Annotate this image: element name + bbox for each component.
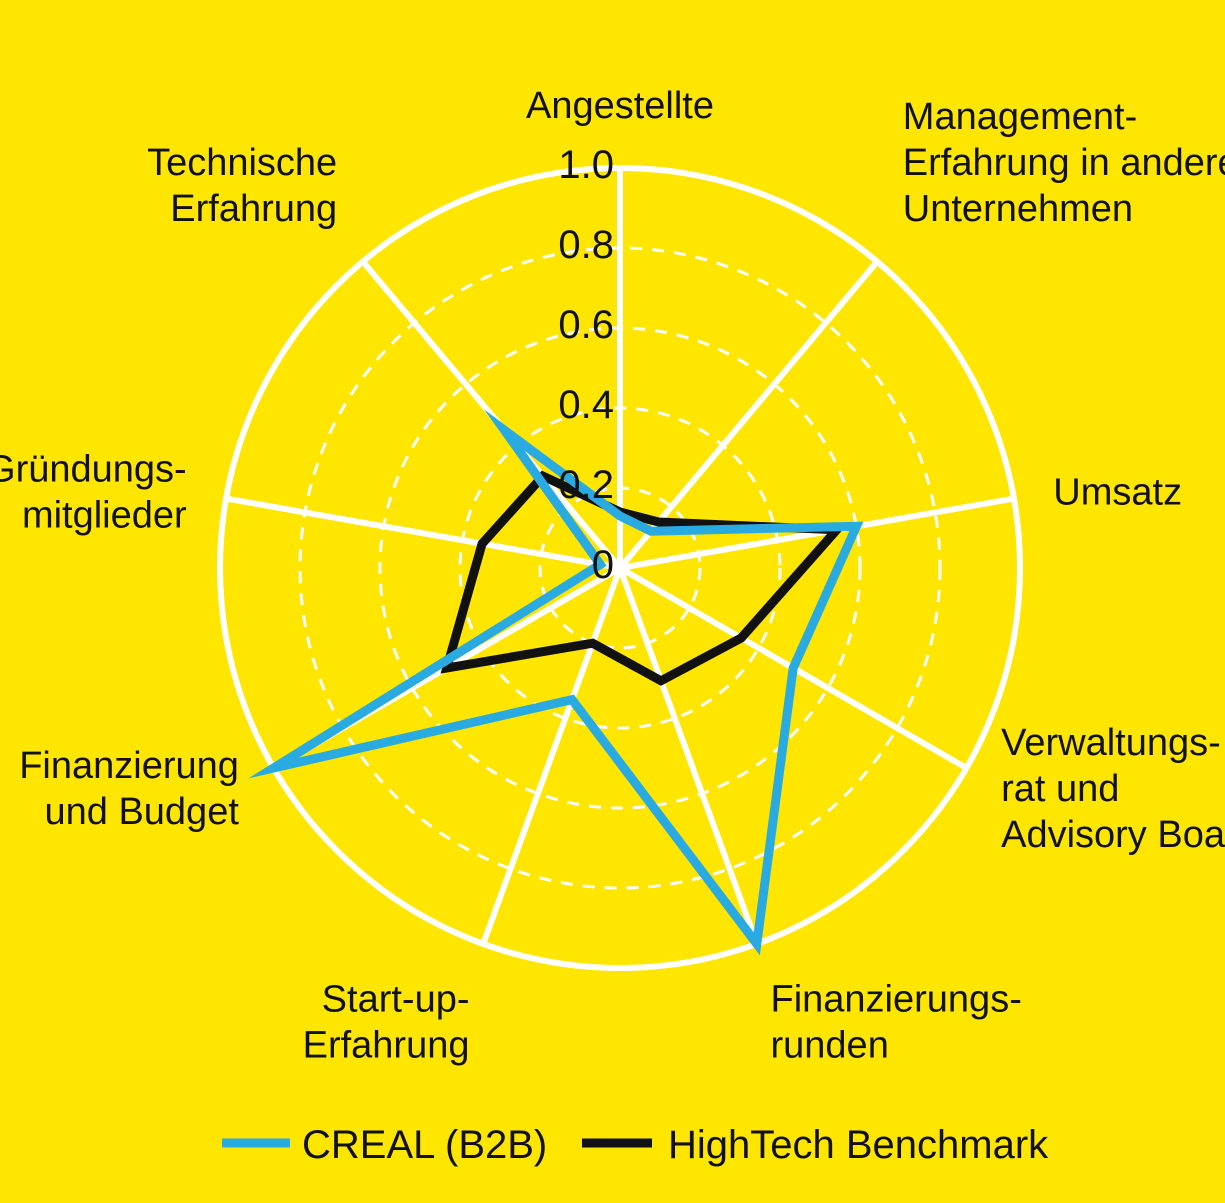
tick-label: 0.6 bbox=[558, 303, 614, 347]
tick-label: 0 bbox=[592, 543, 614, 587]
axis-label-line: Umsatz bbox=[1053, 472, 1182, 514]
axis-label-line: Erfahrung bbox=[303, 1025, 470, 1067]
spoke-2 bbox=[617, 259, 880, 570]
spoke-8 bbox=[225, 495, 621, 571]
spoke-6 bbox=[480, 566, 623, 945]
tick-label: 0.4 bbox=[558, 383, 614, 427]
axis-label: Umsatz bbox=[1053, 472, 1182, 514]
legend-item-benchmark: HighTech Benchmark bbox=[582, 1123, 1049, 1167]
tick-label: 1.0 bbox=[558, 143, 614, 187]
legend-label-creal: CREAL (B2B) bbox=[302, 1123, 547, 1167]
axis-label-line: Verwaltungs- bbox=[1001, 722, 1221, 764]
axis-label-line: Erfahrung bbox=[170, 188, 337, 230]
axis-label-line: mitglieder bbox=[22, 495, 187, 537]
axis-label-line: Finanzierung bbox=[19, 745, 239, 787]
radial-tick-labels: 0 0.2 0.4 0.6 0.8 1.0 bbox=[558, 143, 614, 587]
axis-label-line: Start-up- bbox=[322, 979, 470, 1021]
axis-label: Finanzierung und Budget bbox=[19, 745, 239, 833]
axis-label-line: Finanzierungs- bbox=[771, 979, 1022, 1021]
axis-label-line: Gründungs- bbox=[0, 449, 187, 491]
series-line-creal bbox=[248, 409, 864, 956]
legend: CREAL (B2B) HighTech Benchmark bbox=[222, 1123, 1049, 1167]
radar-series bbox=[248, 409, 864, 956]
tick-label: 0.8 bbox=[558, 223, 614, 267]
axis-label: Technische Erfahrung bbox=[147, 142, 337, 230]
spoke-9 bbox=[360, 259, 623, 570]
axis-labels: Angestellte Management-Erfahrung in ander… bbox=[0, 85, 1225, 1067]
axis-label-line: Advisory Board bbox=[1001, 814, 1225, 856]
axis-label-line: und Budget bbox=[44, 791, 239, 833]
axis-label-line: Unternehmen bbox=[903, 188, 1133, 230]
axis-label-line: Technische bbox=[147, 142, 337, 184]
axis-label-line: runden bbox=[771, 1025, 889, 1067]
axis-label: Finanzierungs-runden bbox=[771, 979, 1022, 1067]
legend-item-creal: CREAL (B2B) bbox=[222, 1123, 547, 1167]
legend-label-benchmark: HighTech Benchmark bbox=[668, 1123, 1049, 1167]
axis-label-line: Erfahrung in anderen bbox=[903, 142, 1225, 184]
axis-label: Angestellte bbox=[526, 85, 714, 127]
axis-label-line: Angestellte bbox=[526, 85, 714, 127]
tick-label: 0.2 bbox=[558, 463, 614, 507]
axis-label: Management-Erfahrung in anderen Unternehm… bbox=[903, 96, 1225, 230]
spoke-5 bbox=[617, 566, 760, 945]
radar-grid bbox=[217, 165, 1023, 971]
axis-label-line: Management- bbox=[903, 96, 1137, 138]
axis-label: Start-up-Erfahrung bbox=[303, 979, 470, 1067]
axis-label: Gründungs-mitglieder bbox=[0, 449, 187, 537]
axis-label-line: rat und bbox=[1001, 768, 1119, 810]
